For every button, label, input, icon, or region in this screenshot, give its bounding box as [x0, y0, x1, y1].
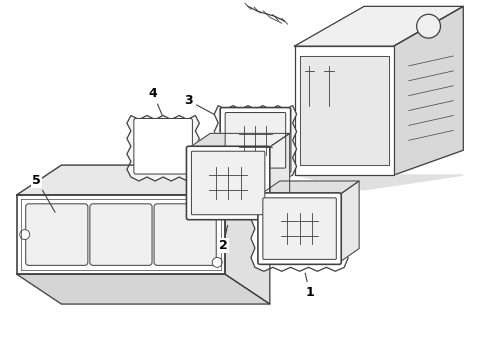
Polygon shape [17, 165, 270, 195]
Circle shape [20, 230, 30, 239]
Polygon shape [294, 6, 464, 46]
Text: 2: 2 [219, 225, 227, 252]
Text: 3: 3 [184, 94, 214, 114]
Polygon shape [294, 175, 464, 190]
Polygon shape [189, 133, 290, 148]
Polygon shape [251, 190, 348, 271]
Text: 1: 1 [305, 273, 314, 299]
Polygon shape [268, 133, 290, 218]
FancyBboxPatch shape [25, 204, 88, 265]
Polygon shape [294, 46, 394, 175]
FancyBboxPatch shape [134, 118, 193, 174]
FancyBboxPatch shape [90, 204, 152, 265]
FancyBboxPatch shape [187, 146, 270, 220]
Polygon shape [260, 181, 359, 195]
Polygon shape [17, 195, 225, 274]
FancyBboxPatch shape [258, 193, 341, 264]
FancyBboxPatch shape [263, 198, 336, 260]
Text: 5: 5 [32, 174, 55, 212]
FancyBboxPatch shape [225, 113, 286, 168]
FancyBboxPatch shape [154, 204, 216, 265]
Text: 4: 4 [149, 87, 162, 115]
FancyBboxPatch shape [220, 108, 291, 173]
Polygon shape [214, 105, 296, 179]
Polygon shape [225, 165, 270, 304]
Polygon shape [17, 274, 270, 304]
Circle shape [416, 14, 441, 38]
Circle shape [212, 257, 222, 267]
Polygon shape [394, 6, 464, 175]
Polygon shape [339, 181, 359, 262]
Polygon shape [127, 116, 199, 181]
FancyBboxPatch shape [192, 151, 265, 215]
Polygon shape [299, 56, 389, 165]
